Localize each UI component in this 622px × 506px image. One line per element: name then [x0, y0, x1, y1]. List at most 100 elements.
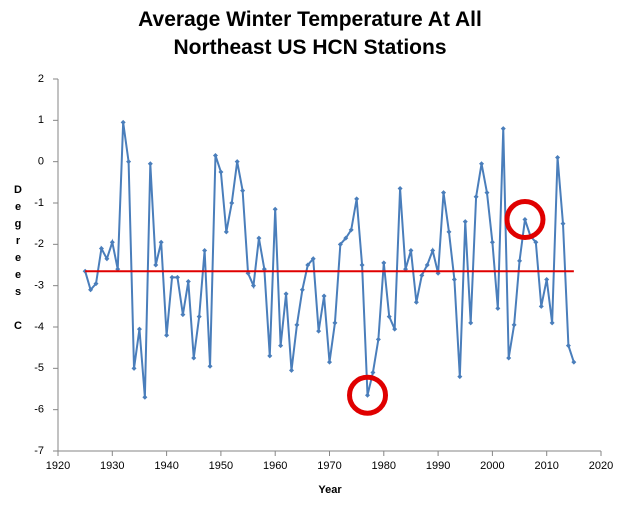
x-tick-label: 1980: [372, 460, 396, 472]
data-point: [142, 394, 148, 400]
data-point: [93, 281, 99, 287]
data-line: [84, 122, 575, 398]
y-tick-label: -1: [34, 197, 44, 209]
data-point: [164, 332, 170, 338]
y-tick-label: -7: [34, 445, 44, 457]
data-point: [408, 248, 414, 254]
y-tick-label: 2: [38, 73, 44, 85]
data-point: [240, 188, 246, 194]
data-point: [332, 320, 338, 326]
data-point: [299, 287, 305, 293]
data-point: [109, 239, 115, 245]
data-point: [386, 314, 392, 320]
data-point: [98, 245, 104, 251]
data-point: [136, 326, 142, 332]
data-point: [202, 248, 208, 254]
data-point: [430, 248, 436, 254]
data-point: [218, 169, 224, 175]
data-point: [457, 374, 463, 380]
data-point: [424, 262, 430, 268]
data-point: [185, 279, 191, 285]
data-point: [446, 229, 452, 235]
highlight-circle: [347, 374, 389, 416]
x-tick-label: 2020: [589, 460, 613, 472]
data-point: [365, 392, 371, 398]
data-point: [126, 159, 132, 165]
data-point: [229, 200, 235, 206]
data-point: [305, 262, 311, 268]
y-tick-label: -2: [34, 238, 44, 250]
data-point: [462, 219, 468, 225]
data-point: [571, 359, 577, 365]
data-point: [419, 272, 425, 278]
data-point: [479, 161, 485, 167]
data-point: [256, 235, 262, 241]
y-tick-label: -5: [34, 362, 44, 374]
data-point: [533, 239, 539, 245]
data-point: [544, 276, 550, 282]
data-point: [343, 235, 349, 241]
x-tick-label: 1920: [46, 460, 70, 472]
data-point: [359, 262, 365, 268]
data-point: [506, 355, 512, 361]
x-tick-label: 1930: [100, 460, 124, 472]
data-point: [234, 159, 240, 165]
data-point: [348, 227, 354, 233]
x-axis-label: Year: [318, 484, 342, 496]
chart-title: Average Winter Temperature At All Northe…: [138, 8, 482, 59]
x-tick-label: 2010: [534, 460, 558, 472]
data-point: [484, 190, 490, 196]
data-point: [522, 217, 528, 223]
x-tick-label: 1970: [317, 460, 341, 472]
data-point: [250, 283, 256, 289]
data-point: [191, 355, 197, 361]
data-point: [413, 299, 419, 305]
data-point: [555, 155, 561, 161]
data-point: [223, 229, 229, 235]
data-point: [174, 274, 180, 280]
y-tick-label: -6: [34, 404, 44, 416]
highlight-circle: [504, 199, 546, 241]
data-point: [120, 119, 126, 125]
data-point: [207, 363, 213, 369]
data-point: [392, 326, 398, 332]
x-tick-label: 2000: [480, 460, 504, 472]
data-point: [473, 194, 479, 200]
data-point: [500, 126, 506, 132]
data-point: [337, 241, 343, 247]
x-tick-label: 1960: [263, 460, 287, 472]
data-point: [104, 256, 110, 262]
data-point: [354, 196, 360, 202]
data-point: [288, 367, 294, 373]
data-point: [381, 260, 387, 266]
data-point: [565, 343, 571, 349]
data-point: [538, 303, 544, 309]
y-axis-label: Degrees C: [12, 184, 24, 337]
data-point: [267, 353, 273, 359]
data-point: [441, 190, 447, 196]
data-point: [169, 274, 175, 280]
data-point: [88, 287, 94, 293]
data-point: [196, 314, 202, 320]
data-point: [294, 322, 300, 328]
data-point: [212, 152, 218, 158]
data-point: [397, 186, 403, 192]
data-point: [560, 221, 566, 227]
data-point: [517, 258, 523, 264]
data-point: [278, 343, 284, 349]
y-tick-label: 1: [38, 114, 44, 126]
x-tick-label: 1940: [154, 460, 178, 472]
data-point: [153, 262, 159, 268]
y-tick-label: -4: [34, 321, 44, 333]
y-tick-label: 0: [38, 156, 44, 168]
data-point: [147, 161, 153, 167]
data-point: [180, 312, 186, 318]
data-point: [158, 239, 164, 245]
data-point: [451, 276, 457, 282]
data-point: [375, 336, 381, 342]
data-point: [549, 320, 555, 326]
data-point: [321, 293, 327, 299]
data-point: [131, 365, 137, 371]
